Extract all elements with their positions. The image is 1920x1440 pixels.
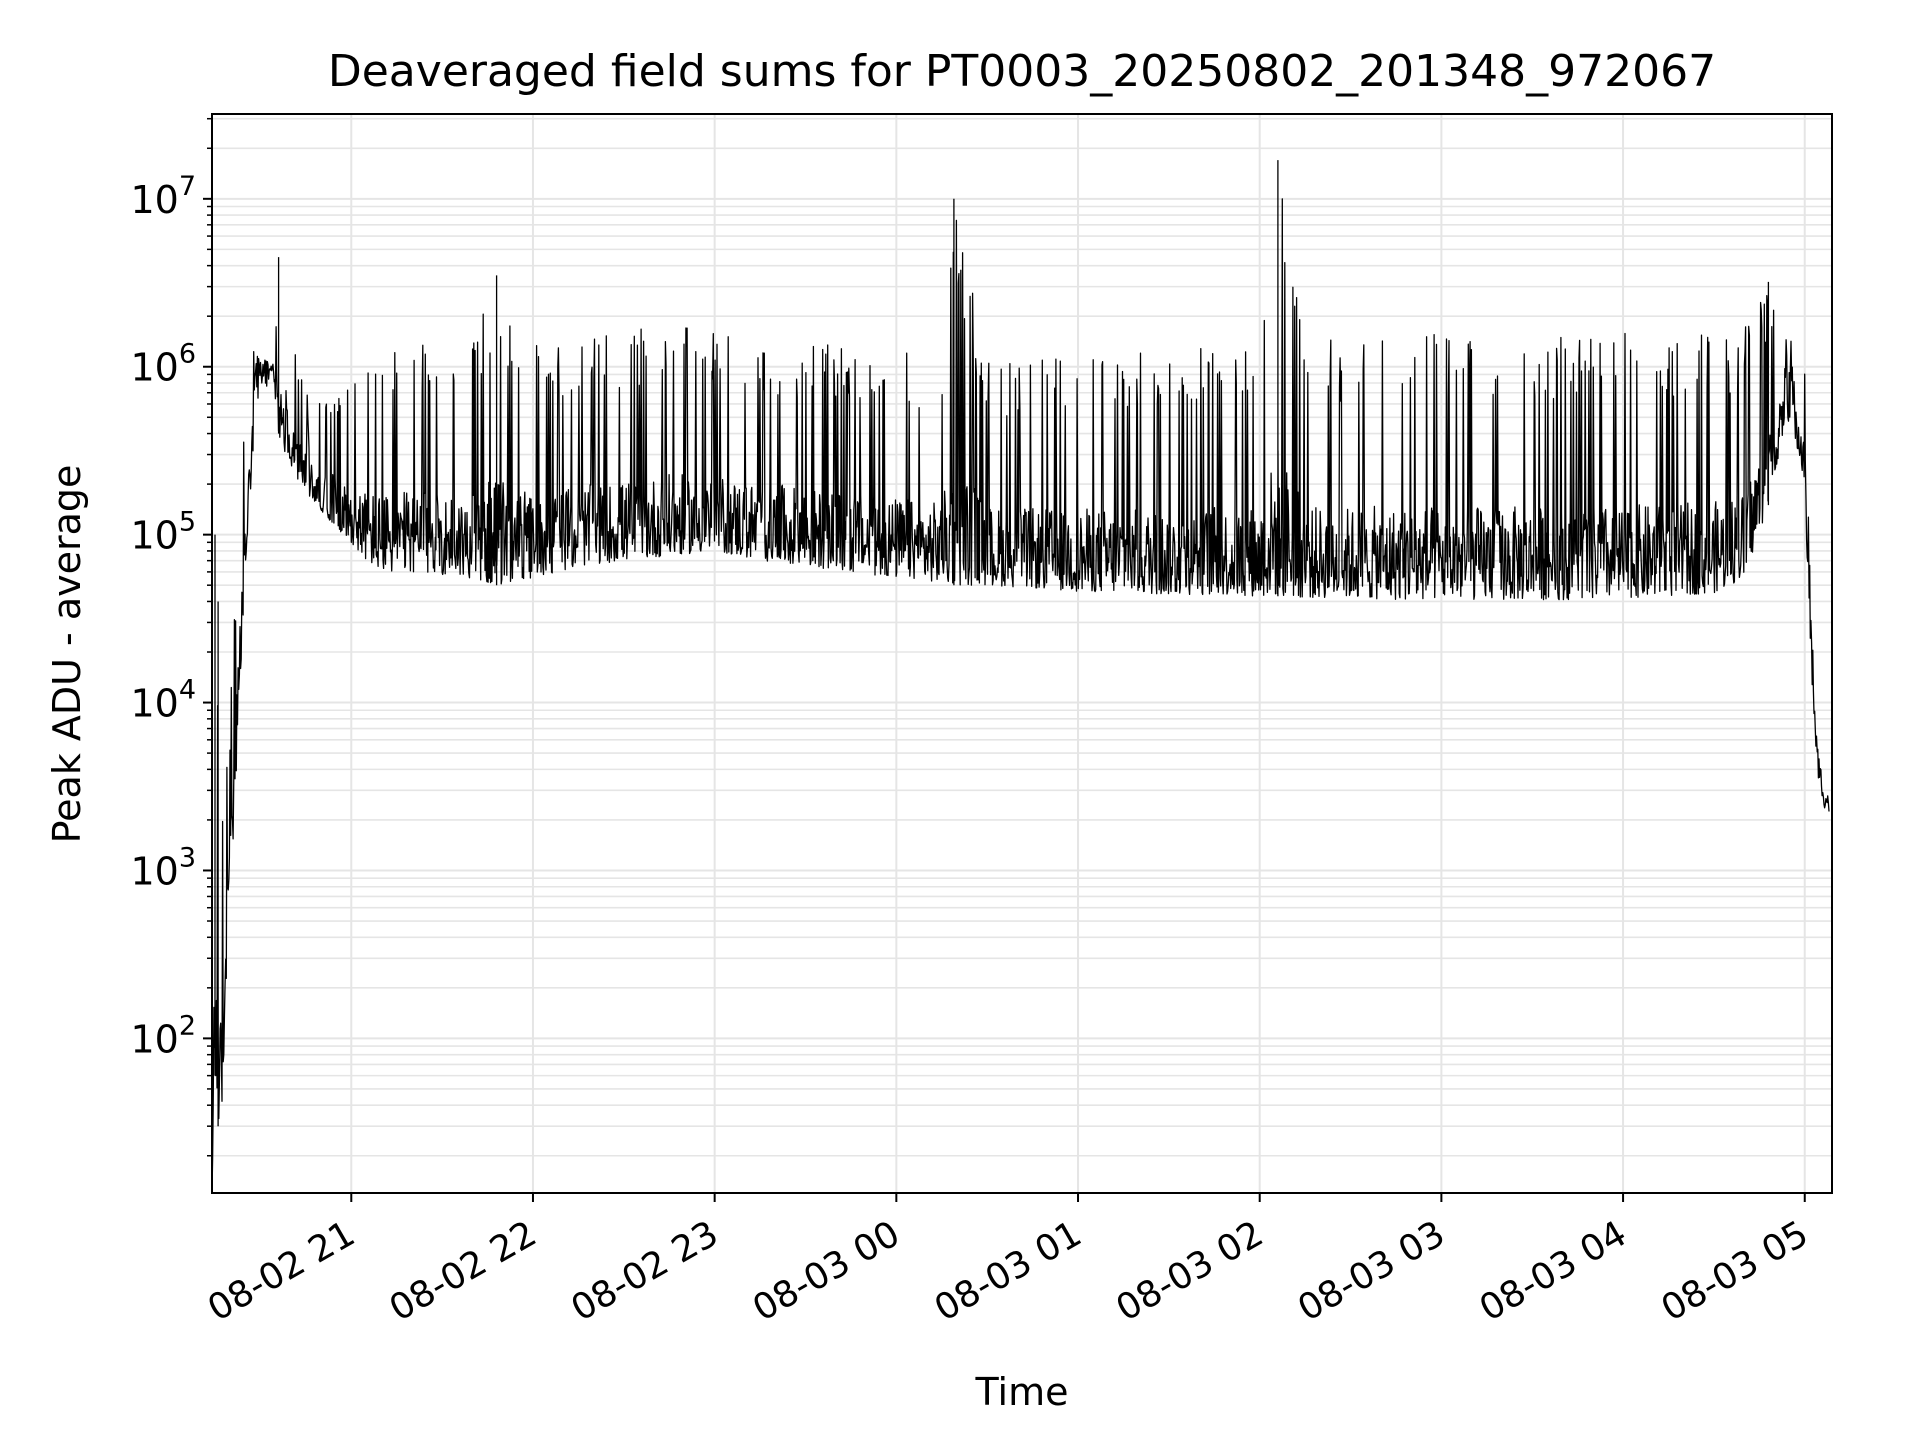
x-axis-label: Time	[975, 1370, 1069, 1414]
chart-title: Deaveraged field sums for PT0003_2025080…	[328, 46, 1716, 97]
y-tick-label: 102	[130, 1010, 196, 1061]
x-axis-ticks: 08-02 21 08-02 22 08-02 23 08-03 00 08-03 01…	[201, 1193, 1815, 1330]
x-tick-label: 08-02 21	[201, 1213, 362, 1329]
x-tick-label: 08-03 04	[1473, 1213, 1634, 1329]
x-tick-label: 08-03 03	[1291, 1213, 1452, 1329]
x-tick-label: 08-02 22	[383, 1213, 544, 1329]
x-tick-label: 08-03 05	[1655, 1213, 1816, 1329]
series-line	[212, 160, 1830, 1193]
x-tick-label: 08-02 23	[564, 1213, 725, 1329]
y-axis-ticks: 102 103 104 105 106 107	[130, 117, 212, 1157]
x-tick-label: 08-03 00	[746, 1213, 907, 1329]
y-tick-label: 103	[130, 842, 196, 893]
grid	[212, 114, 1832, 1193]
y-tick-label: 105	[130, 507, 196, 558]
y-tick-label: 106	[130, 339, 196, 390]
y-tick-label: 107	[130, 171, 196, 222]
y-axis-label: Peak ADU - average	[45, 465, 89, 844]
data-line	[212, 160, 1830, 1193]
y-tick-label: 104	[130, 675, 196, 726]
plot-frame	[211, 113, 1833, 1194]
x-tick-label: 08-03 02	[1110, 1213, 1271, 1329]
x-tick-label: 08-03 01	[928, 1213, 1089, 1329]
